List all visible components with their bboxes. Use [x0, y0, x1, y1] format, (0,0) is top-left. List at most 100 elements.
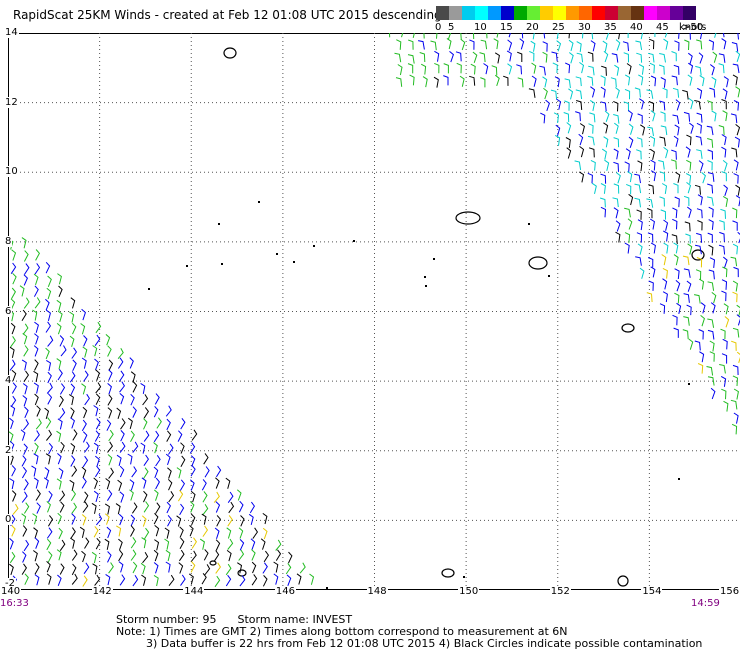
wind-barb: [663, 38, 669, 50]
wind-barb: [731, 340, 737, 351]
wind-barb: [47, 335, 54, 347]
wind-barb: [238, 500, 244, 513]
scale-swatch: [592, 6, 605, 20]
island-outline: [617, 575, 629, 587]
wind-barb: [635, 256, 642, 266]
wind-barb: [132, 441, 139, 453]
longitude-label: 148: [366, 586, 388, 597]
wind-barb: [709, 351, 715, 362]
wind-barb: [434, 50, 440, 62]
wind-barb: [564, 78, 571, 89]
wind-barb: [43, 477, 49, 489]
wind-barb: [479, 52, 486, 63]
wind-barb: [10, 298, 16, 310]
wind-barb: [710, 387, 716, 400]
wind-barb: [708, 172, 715, 182]
wind-barb: [48, 490, 53, 503]
wind-barb: [69, 479, 75, 492]
wind-barb: [430, 40, 437, 51]
wind-barb: [199, 538, 205, 550]
wind-barb: [33, 345, 39, 357]
wind-barb: [732, 291, 738, 303]
wind-barb: [443, 63, 449, 74]
scale-label: 20: [526, 22, 539, 33]
wind-barb: [33, 285, 39, 297]
wind-barb: [709, 64, 715, 76]
longitude-label: 142: [91, 586, 113, 597]
wind-barb: [672, 207, 678, 219]
wind-barb: [70, 383, 76, 396]
wind-barb: [650, 159, 656, 171]
wind-barb: [603, 122, 609, 134]
wind-barb: [227, 515, 233, 527]
wind-barb: [180, 574, 186, 586]
wind-barb: [699, 75, 705, 87]
wind-barb: [107, 407, 113, 419]
wind-barb: [708, 206, 714, 218]
wind-barb: [636, 232, 643, 243]
wind-barb: [36, 502, 41, 514]
wind-barb: [650, 110, 656, 122]
wind-barb: [683, 268, 691, 278]
wind-barb: [95, 382, 102, 394]
wind-barb: [600, 173, 607, 184]
island-outline: [455, 211, 481, 225]
wind-barb: [34, 442, 39, 455]
wind-barb: [587, 75, 594, 86]
wind-barb: [685, 146, 691, 158]
wind-barb: [628, 136, 634, 148]
wind-barb: [24, 573, 29, 585]
wind-barb: [388, 33, 391, 38]
wind-barb: [143, 501, 150, 513]
wind-barb: [660, 125, 668, 136]
wind-barb: [34, 430, 40, 442]
wind-barb: [486, 33, 488, 39]
wind-barb: [591, 33, 594, 40]
wind-barb: [58, 527, 63, 540]
wind-barb: [9, 417, 14, 430]
wind-barb: [45, 298, 50, 311]
wind-barb: [57, 418, 63, 430]
wind-barb: [684, 221, 691, 232]
wind-barb: [94, 455, 100, 468]
wind-barb: [711, 110, 717, 122]
wind-barb: [418, 40, 425, 50]
wind-barb: [735, 86, 740, 98]
wind-barb: [9, 563, 14, 576]
wind-barb: [494, 74, 500, 87]
storm-number: 95: [202, 613, 217, 626]
wind-barb: [687, 74, 693, 86]
wind-barb: [70, 417, 75, 429]
wind-barb: [732, 280, 738, 292]
wind-barb: [23, 443, 28, 455]
wind-barb: [604, 110, 610, 122]
wind-barb: [213, 491, 220, 503]
latitude-label: -2: [4, 578, 16, 589]
wind-barb: [11, 465, 17, 477]
wind-barb: [718, 53, 726, 63]
scale-swatch: [670, 6, 683, 20]
wind-barb: [696, 122, 702, 134]
wind-barb: [167, 478, 173, 491]
wind-barb: [58, 395, 64, 407]
wind-barb: [566, 122, 572, 134]
wind-barb: [116, 525, 122, 537]
wind-barb: [57, 453, 62, 465]
wind-barb: [21, 455, 27, 467]
wind-barb: [707, 196, 714, 206]
wind-barb: [23, 502, 30, 514]
wind-barb: [602, 40, 608, 52]
wind-barb: [238, 527, 244, 539]
wind-barb: [647, 232, 654, 243]
wind-barb: [600, 101, 607, 112]
wind-barb: [132, 561, 138, 574]
wind-barb: [143, 454, 150, 466]
latitude-label: 4: [4, 375, 13, 387]
wind-barb: [721, 134, 727, 146]
wind-barb: [96, 514, 103, 526]
wind-barb: [57, 512, 62, 525]
wind-barb: [180, 418, 186, 430]
wind-barb: [737, 33, 739, 40]
scale-swatch: [449, 6, 462, 20]
longitude-label: 152: [549, 586, 571, 597]
